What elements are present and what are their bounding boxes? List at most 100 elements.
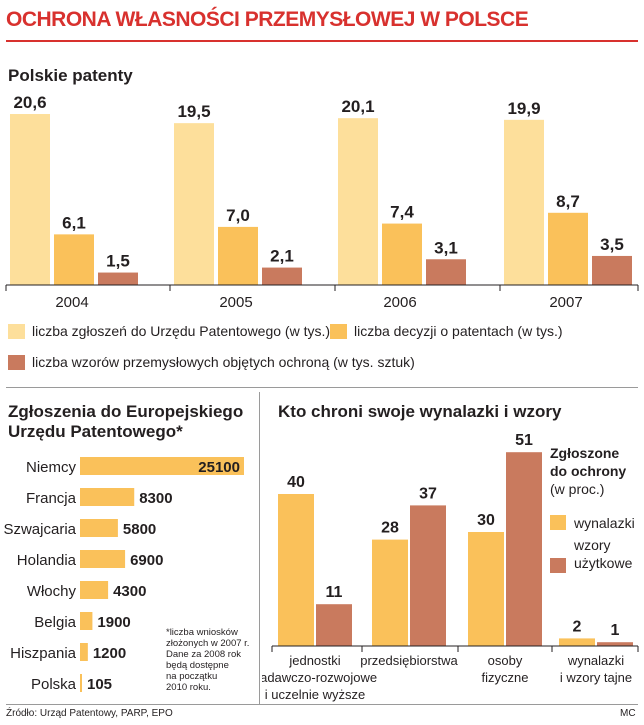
bar-2006-series-2 (382, 223, 422, 285)
who-bar-group-3-series-1 (468, 532, 504, 646)
main-title: OCHRONA WŁASNOŚCI PRZEMYSŁOWEJ W POLSCE (6, 8, 529, 31)
bar-value-label: 3,5 (600, 235, 624, 254)
country-label-Francja: Francja (26, 490, 77, 507)
footnote: *liczba wniosków złożonych w 2007 r. Dan… (166, 627, 249, 693)
category-label: i uczelnie wyższe (265, 687, 365, 702)
bar-value-label: 6,1 (62, 213, 86, 232)
legend-swatch-inventions (550, 515, 566, 530)
country-label-Polska: Polska (31, 676, 77, 693)
year-label-2004: 2004 (55, 294, 88, 310)
year-label-2006: 2006 (383, 294, 416, 310)
bar-2004-series-3 (98, 272, 138, 285)
bar-value-label: 7,0 (226, 206, 250, 225)
epo-value-label: 4300 (113, 583, 146, 600)
legend-label-inventions: wynalazki (573, 515, 635, 531)
footnote-line: na początku (166, 671, 218, 682)
category-label: i wzory tajne (560, 670, 632, 685)
bar-2007-series-1 (504, 119, 544, 285)
bar-2006-series-1 (338, 118, 378, 285)
footnote-line: będą dostępne (166, 660, 229, 671)
legend-label-applications: liczba zgłoszeń do Urzędu Patentowego (w… (32, 323, 331, 339)
bar-value-label: 19,9 (507, 99, 540, 118)
who-bar-group-2-series-2 (410, 505, 446, 646)
epo-value-label: 8300 (139, 490, 172, 507)
epo-bar-Włochy (80, 581, 109, 599)
bar-value-label: 20,6 (13, 93, 46, 112)
epo-bar-Niemcy (80, 457, 244, 475)
title-rule (6, 40, 638, 42)
epo-bar-Polska (80, 674, 82, 692)
legend-subtitle: (w proc.) (550, 481, 604, 497)
legend-swatch-applications (8, 324, 25, 339)
who-value-label: 11 (326, 584, 343, 601)
epo-value-label: 5800 (123, 521, 156, 538)
legend-label-utility-models: użytkowe (574, 555, 633, 571)
column-divider (259, 392, 260, 704)
footer-divider (6, 704, 638, 705)
footnote-line: Dane za 2008 rok (166, 649, 241, 660)
epo-value-label: 25100 (198, 459, 240, 476)
patents-chart-title: Polskie patenty (8, 66, 133, 85)
who-value-label: 1 (611, 622, 620, 639)
epo-value-label: 105 (87, 676, 112, 693)
category-label: osoby (488, 653, 523, 668)
author-initials: MC (620, 708, 636, 719)
epo-bar-Francja (80, 488, 135, 506)
epo-bar-Szwajcaria (80, 519, 118, 537)
epo-value-label: 1200 (93, 645, 126, 662)
epo-bar-Hiszpania (80, 643, 88, 661)
legend-label-decisions: liczba decyzji o patentach (w tys.) (354, 323, 563, 339)
category-label: fizyczne (482, 670, 529, 685)
bar-2007-series-3 (592, 255, 632, 285)
who-value-label: 51 (515, 432, 533, 449)
category-label: wynalazki (567, 653, 624, 668)
legend-swatch-designs (8, 355, 25, 370)
who-value-label: 40 (287, 474, 305, 491)
year-label-2005: 2005 (219, 294, 252, 310)
bar-value-label: 1,5 (106, 252, 130, 271)
section-divider (6, 387, 638, 388)
country-label-Włochy: Włochy (27, 583, 77, 600)
epo-chart: Niemcy 25100 Francja 8300 Szwajcaria 5800 Hola… (3, 457, 244, 693)
legend-swatch-decisions (330, 324, 347, 339)
category-label: jednostki (288, 653, 340, 668)
who-bar-group-1-series-1 (278, 494, 314, 646)
who-value-label: 2 (573, 618, 582, 635)
patents-chart: 20,6 19,5 20,1 19,9 6,1 7,0 7,4 8,7 1,5 2,1 3,1 3,5… (5, 93, 639, 310)
who-bar-group-4-series-1 (559, 638, 595, 646)
bar-value-label: 2,1 (270, 247, 294, 266)
who-value-label: 28 (381, 520, 399, 537)
who-bar-group-1-series-2 (316, 604, 352, 646)
bar-value-label: 19,5 (177, 102, 210, 121)
who-bar-group-2-series-1 (372, 539, 408, 646)
source-note: Źródło: Urząd Patentowy, PARP, EPO (6, 708, 173, 719)
country-label-Szwajcaria: Szwajcaria (3, 521, 76, 538)
country-label-Belgia: Belgia (34, 614, 76, 631)
year-label-2007: 2007 (549, 294, 582, 310)
bar-2005-series-1 (174, 123, 214, 286)
legend-title: do ochrony (550, 463, 626, 479)
footnote-line: *liczba wniosków (166, 627, 238, 638)
bar-value-label: 3,1 (434, 238, 458, 257)
who-bar-group-3-series-2 (506, 452, 542, 646)
bar-2005-series-2 (218, 226, 258, 285)
bar-2006-series-3 (426, 259, 466, 285)
epo-value-label: 6900 (130, 552, 163, 569)
bar-value-label: 20,1 (341, 97, 374, 116)
protection-chart: 40 28 30 2 11 37 51 1 jednostki badawczo-rozwojow… (262, 432, 639, 702)
bar-value-label: 7,4 (390, 203, 414, 222)
category-label: badawczo-rozwojowe (262, 670, 377, 685)
epo-value-label: 1900 (97, 614, 130, 631)
epo-chart-title-line-2: Urzędu Patentowego* (8, 422, 183, 441)
legend-swatch-utility-models (550, 558, 566, 573)
footnote-line: 2010 roku. (166, 682, 211, 693)
bar-2004-series-2 (54, 234, 94, 285)
who-value-label: 37 (419, 485, 437, 502)
country-label-Holandia: Holandia (17, 552, 77, 569)
bar-2005-series-3 (262, 267, 302, 285)
legend-title: Zgłoszone (550, 445, 619, 461)
legend-label-designs: liczba wzorów przemysłowych objętych och… (32, 354, 415, 370)
footnote-line: złożonych w 2007 r. (166, 638, 250, 649)
legend-label-utility-models: wzory (573, 537, 611, 553)
